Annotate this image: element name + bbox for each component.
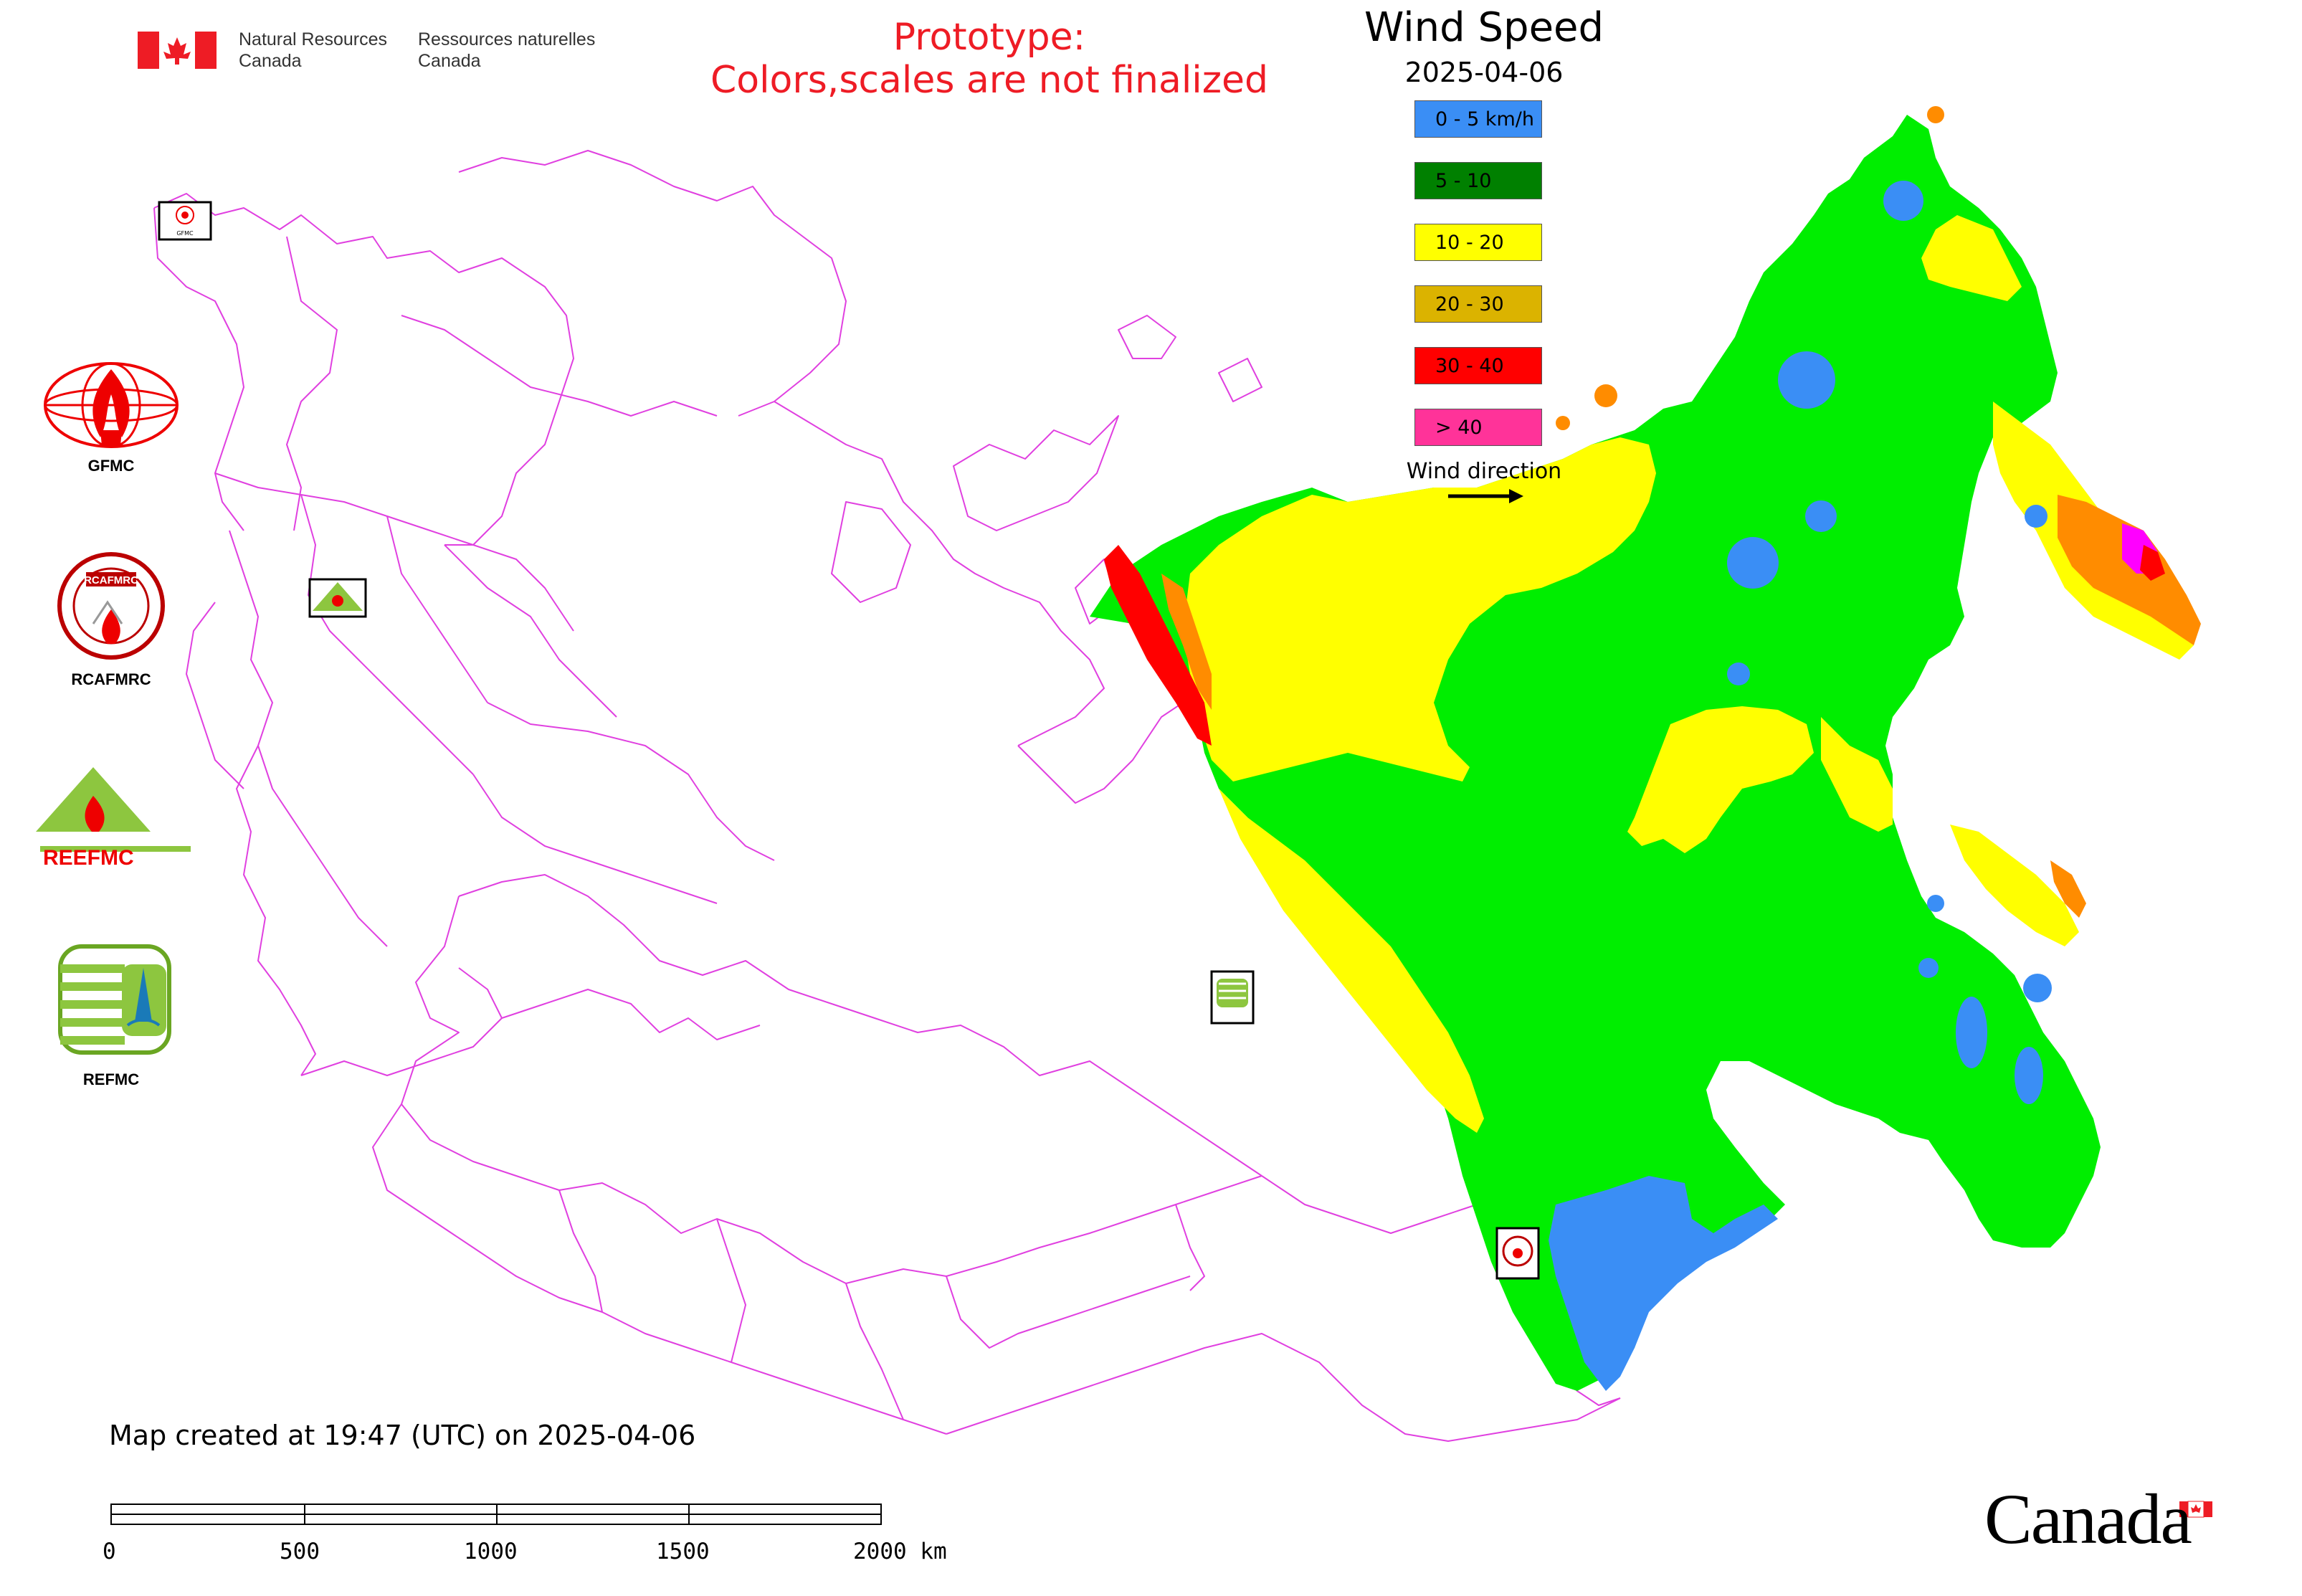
- legend-item-0-5: 0 - 5 km/h: [1414, 100, 1542, 138]
- wind-zone-orange-sakhalin: [2050, 860, 2086, 918]
- wind-zone-blue-south: [1549, 1176, 1778, 1391]
- gfmc-label: GFMC: [87, 457, 135, 475]
- station-marker-refmc: [1210, 970, 1255, 1025]
- wind-zone-blue-spot-1: [1883, 181, 1923, 221]
- agency-fr-line-1: Ressources naturelles: [418, 29, 596, 49]
- station-marker-rcafmrc: [1495, 1227, 1540, 1280]
- rcafmrc-logo: RCAFMRC: [57, 552, 165, 660]
- wind-zone-red-west: [1104, 545, 1212, 746]
- wind-zone-blue-spot-7: [1918, 958, 1939, 978]
- wind-zone-orange-island-2: [1556, 416, 1570, 430]
- wind-zone-blue-spot-4: [1727, 537, 1779, 589]
- refmc-logo: [58, 944, 171, 1055]
- reefmc-logo: REEFMC: [36, 767, 191, 870]
- wind-direction-arrow-icon: [1448, 489, 1523, 503]
- wind-zone-orange-west: [1161, 574, 1212, 710]
- rcafmrc-label: RCAFMRC: [71, 670, 151, 688]
- legend-date: 2025-04-06: [1404, 57, 1564, 88]
- wind-speed-field: [1090, 106, 2201, 1391]
- svg-text:GFMC: GFMC: [176, 230, 194, 237]
- legend-item-20-30: 20 - 30: [1414, 285, 1542, 323]
- scale-label-1000: 1000: [464, 1539, 518, 1564]
- legend-label: 20 - 30: [1435, 293, 1504, 315]
- wind-zone-blue-spot-10: [2015, 1047, 2043, 1104]
- wind-direction-label: Wind direction: [1406, 459, 1562, 484]
- scale-bar: [110, 1504, 882, 1525]
- prototype-notice: Prototype: Colors,scales are not finaliz…: [642, 16, 1337, 102]
- wind-zone-orange-island-1: [1594, 384, 1617, 407]
- country-boundaries: [153, 150, 1621, 1442]
- wind-zone-blue-spot-6: [1927, 895, 1944, 912]
- legend-item-5-10: 5 - 10: [1414, 162, 1542, 199]
- legend-label: 30 - 40: [1435, 354, 1504, 377]
- gfmc-logo: [44, 362, 179, 448]
- legend-item-10-20: 10 - 20: [1414, 224, 1542, 261]
- scale-label-500: 500: [280, 1539, 320, 1564]
- wind-zone-blue-spot-8: [2023, 974, 2052, 1002]
- station-marker-reefmc: [308, 578, 367, 618]
- agency-en-line-2: Canada: [239, 51, 302, 71]
- wind-zone-blue-spot-11: [2025, 505, 2047, 528]
- wind-zone-yellow-sakhalin: [1950, 825, 2079, 946]
- agency-name-fr: Ressources naturelles Canada: [418, 29, 595, 72]
- wind-zone-blue-spot-9: [1956, 997, 1987, 1068]
- scale-label-2000: 2000 km: [853, 1539, 947, 1564]
- refmc-label: REFMC: [82, 1070, 140, 1088]
- wind-zone-green: [1090, 115, 2101, 1391]
- legend-item-30-40: 30 - 40: [1414, 347, 1542, 384]
- wind-zone-yellow-east: [1821, 717, 1893, 832]
- wind-zone-orange-kamchatka: [2058, 495, 2201, 645]
- station-marker-gfmc: GFMC: [158, 201, 212, 241]
- prototype-line-2: Colors,scales are not finalized: [710, 59, 1269, 102]
- wind-zone-red-kamchatka: [2140, 545, 2165, 581]
- canada-flag-icon: [138, 32, 217, 69]
- wind-zone-blue-spot-3: [1805, 500, 1837, 532]
- reefmc-wordmark: REEFMC: [43, 846, 134, 870]
- legend-label: 0 - 5 km/h: [1435, 108, 1534, 130]
- wind-zone-blue-spot-2: [1778, 351, 1835, 409]
- wind-zone-blue-spot-5: [1727, 662, 1750, 685]
- agency-fr-line-2: Canada: [418, 51, 481, 71]
- legend-label: > 40: [1435, 416, 1483, 439]
- canada-wordmark: Canada: [1984, 1479, 2192, 1559]
- wind-zone-yellow-center: [1627, 706, 1814, 853]
- rcafmrc-ring-label: RCAFMRC: [84, 574, 138, 586]
- wind-zone-yellow-west: [1183, 437, 1656, 782]
- agency-en-line-1: Natural Resources: [239, 29, 388, 49]
- agency-name-en: Natural Resources Canada: [239, 29, 387, 72]
- wind-zone-yellow-northeast: [1921, 215, 2022, 301]
- scale-label-1500: 1500: [656, 1539, 710, 1564]
- prototype-line-1: Prototype:: [893, 16, 1086, 59]
- wind-zone-orange-island-3: [1927, 106, 1944, 123]
- scale-label-0: 0: [103, 1539, 116, 1564]
- canada-wordmark-flag-icon: [2179, 1501, 2212, 1518]
- legend-label: 5 - 10: [1435, 169, 1492, 192]
- legend-item-over-40: > 40: [1414, 409, 1542, 446]
- wind-zone-yellow-band: [1219, 789, 1484, 1133]
- legend-title: Wind Speed: [1364, 4, 1604, 51]
- map-created-timestamp: Map created at 19:47 (UTC) on 2025-04-06: [109, 1420, 696, 1451]
- legend-label: 10 - 20: [1435, 231, 1504, 254]
